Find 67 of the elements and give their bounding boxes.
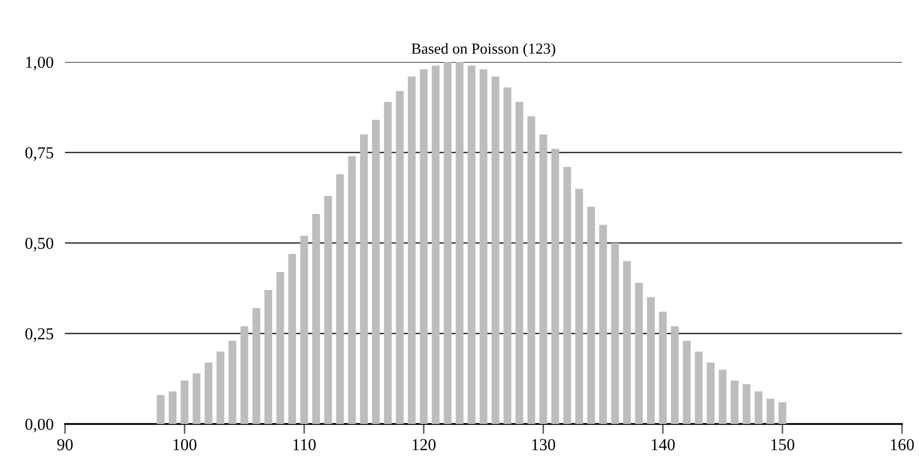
x-tick-label: 110: [293, 439, 316, 450]
x-tick-label: 160: [890, 439, 914, 450]
x-tick-label: 150: [771, 439, 794, 450]
bar: [635, 282, 643, 424]
y-tick-label: 0,75: [25, 147, 54, 161]
bar: [168, 391, 176, 424]
bar: [396, 90, 404, 424]
bar: [264, 290, 272, 424]
bar: [180, 380, 188, 424]
bar: [228, 340, 236, 424]
bar: [706, 362, 715, 424]
bar: [312, 214, 320, 424]
bar: [778, 402, 786, 424]
bar: [551, 148, 560, 424]
bar: [611, 243, 619, 424]
bar: [300, 236, 308, 424]
x-tick-label: 100: [174, 439, 196, 450]
bar: [204, 362, 212, 424]
bar: [156, 395, 165, 424]
bar: [216, 352, 224, 424]
bar: [252, 308, 260, 424]
bar: [527, 116, 536, 424]
x-tick-label: 90: [57, 439, 73, 450]
bar: [718, 370, 727, 424]
bar: [694, 352, 703, 424]
y-tick-label: 1,00: [26, 56, 54, 70]
bar: [444, 62, 452, 424]
bar: [276, 272, 284, 424]
bar: [515, 102, 524, 424]
bar: [730, 380, 738, 424]
bar: [742, 384, 750, 424]
bar: [599, 224, 607, 424]
bar: [420, 69, 428, 424]
bar: [658, 312, 667, 424]
y-tick-label: 0,50: [25, 238, 54, 252]
x-tick-label: 130: [532, 439, 556, 450]
bar: [456, 62, 464, 424]
bar: [587, 206, 595, 424]
bar: [372, 120, 380, 424]
bar: [647, 297, 655, 424]
bar: [432, 66, 440, 424]
chart-title: Based on Poisson (123): [412, 43, 556, 57]
bar: [754, 391, 762, 424]
y-tick-label: 0,00: [25, 418, 54, 432]
y-tick-label: 0,25: [25, 328, 54, 342]
bar: [480, 69, 488, 424]
bar: [563, 166, 572, 424]
bar: [288, 254, 296, 424]
bar: [575, 188, 584, 424]
bar: [336, 174, 344, 424]
bar: [192, 373, 200, 424]
bar: [408, 76, 416, 424]
bar: [324, 196, 332, 424]
bar: [623, 261, 631, 424]
bar: [360, 134, 368, 424]
bar: [682, 340, 691, 424]
bar: [468, 66, 476, 424]
bar: [539, 134, 548, 424]
bar: [384, 102, 392, 424]
bar: [240, 326, 248, 424]
bar: [492, 76, 500, 424]
bar: [348, 156, 356, 424]
x-tick-label: 140: [652, 439, 675, 450]
x-tick-label: 120: [412, 439, 436, 450]
bar: [670, 326, 679, 424]
bar: [766, 398, 774, 424]
bar: [504, 87, 512, 424]
